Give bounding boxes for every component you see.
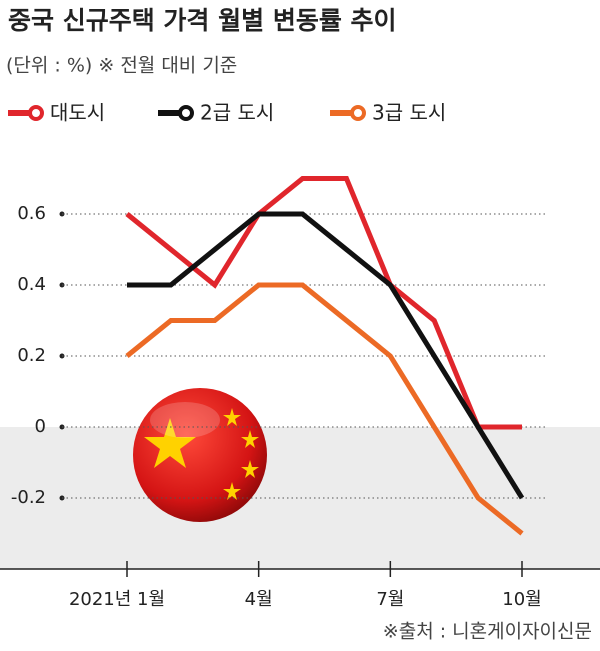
chart-title: 중국 신규주택 가격 월별 변동률 추이	[8, 6, 397, 35]
subtitle: (단위 : %) ※ 전월 대비 기준	[6, 55, 237, 77]
flag	[133, 388, 267, 522]
y-tick-label: 0.2	[17, 345, 46, 366]
series-line	[127, 211, 525, 500]
y-tick-label: 0.6	[17, 203, 46, 224]
legend-swatch-dot	[28, 105, 44, 121]
y-tick-label: 0	[35, 416, 46, 437]
legend-label: 3급 도시	[372, 101, 446, 125]
legend-swatch-dot	[350, 105, 366, 121]
x-tick-label: 10월	[502, 589, 541, 610]
y-tick-label: 0.4	[17, 274, 46, 295]
legend-label: 대도시	[50, 101, 105, 125]
y-tick-label: -0.2	[11, 487, 46, 508]
legend-swatch-dot	[178, 105, 194, 121]
legend-label: 2급 도시	[200, 101, 274, 125]
source: ※출처 : 니혼게이자이신문	[383, 621, 592, 643]
x-tick-label: 2021년 1월	[69, 589, 165, 610]
x-tick-label: 4월	[245, 589, 273, 610]
x-tick-label: 7월	[376, 589, 404, 610]
series-line	[125, 282, 524, 536]
